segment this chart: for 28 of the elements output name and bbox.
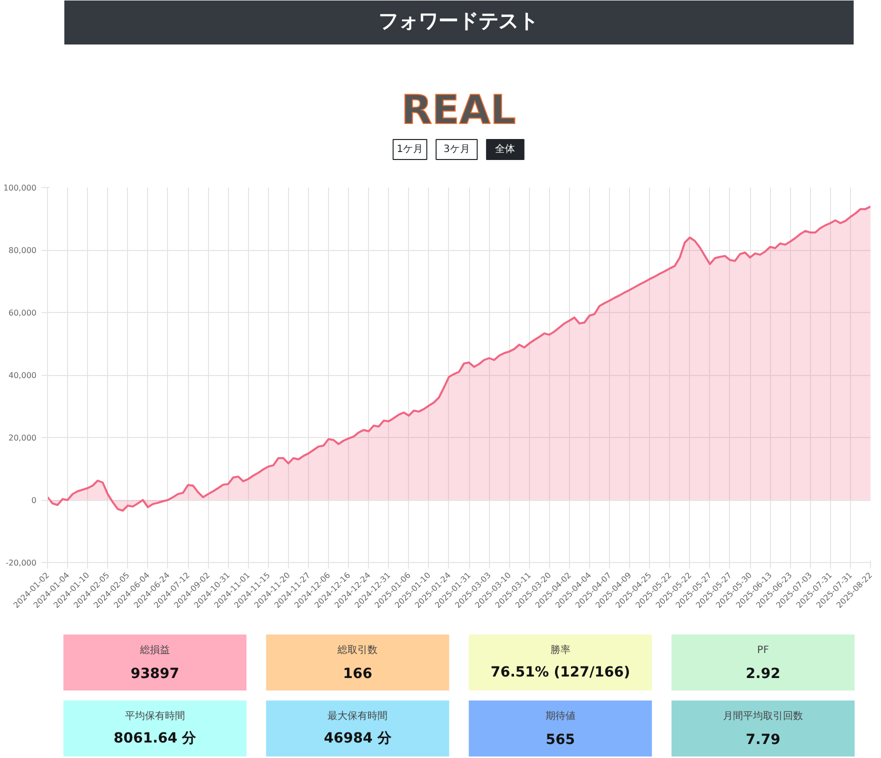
y-tick-label: -20,000 xyxy=(6,558,37,568)
text: 月間平均取引回数 xyxy=(723,710,804,722)
y-tick-label: 60,000 xyxy=(8,308,37,318)
y-tick-label: 40,000 xyxy=(8,371,37,380)
y-tick-label: 80,000 xyxy=(8,246,37,255)
text: 勝率 xyxy=(550,644,570,656)
text: 2.92 xyxy=(746,666,780,682)
text: 期待値 xyxy=(545,710,576,722)
chart-subtitle: REAL xyxy=(401,88,516,134)
y-tick-label: 100,000 xyxy=(3,184,37,192)
text: 7.79 xyxy=(746,732,780,748)
text: 8061.64 分 xyxy=(114,730,198,746)
text: 76.51% (127/166) xyxy=(490,664,630,680)
text: 最大保有時間 xyxy=(328,710,388,722)
text: 1ケ月 xyxy=(396,144,424,155)
text: 全体 xyxy=(495,143,516,155)
y-tick-label: 0 xyxy=(31,496,37,505)
text: 総取引数 xyxy=(336,644,378,656)
text: PF xyxy=(757,645,770,656)
text: 平均保有時間 xyxy=(124,710,185,722)
text: 565 xyxy=(546,732,575,748)
text: 総損益 xyxy=(138,644,170,656)
text: 93897 xyxy=(130,666,180,682)
y-tick-label: 20,000 xyxy=(8,434,37,442)
text: 3ケ月 xyxy=(443,144,470,155)
chart-title: フォワードテスト xyxy=(378,8,539,32)
text: 166 xyxy=(343,666,372,682)
text: 46984 分 xyxy=(324,730,392,746)
